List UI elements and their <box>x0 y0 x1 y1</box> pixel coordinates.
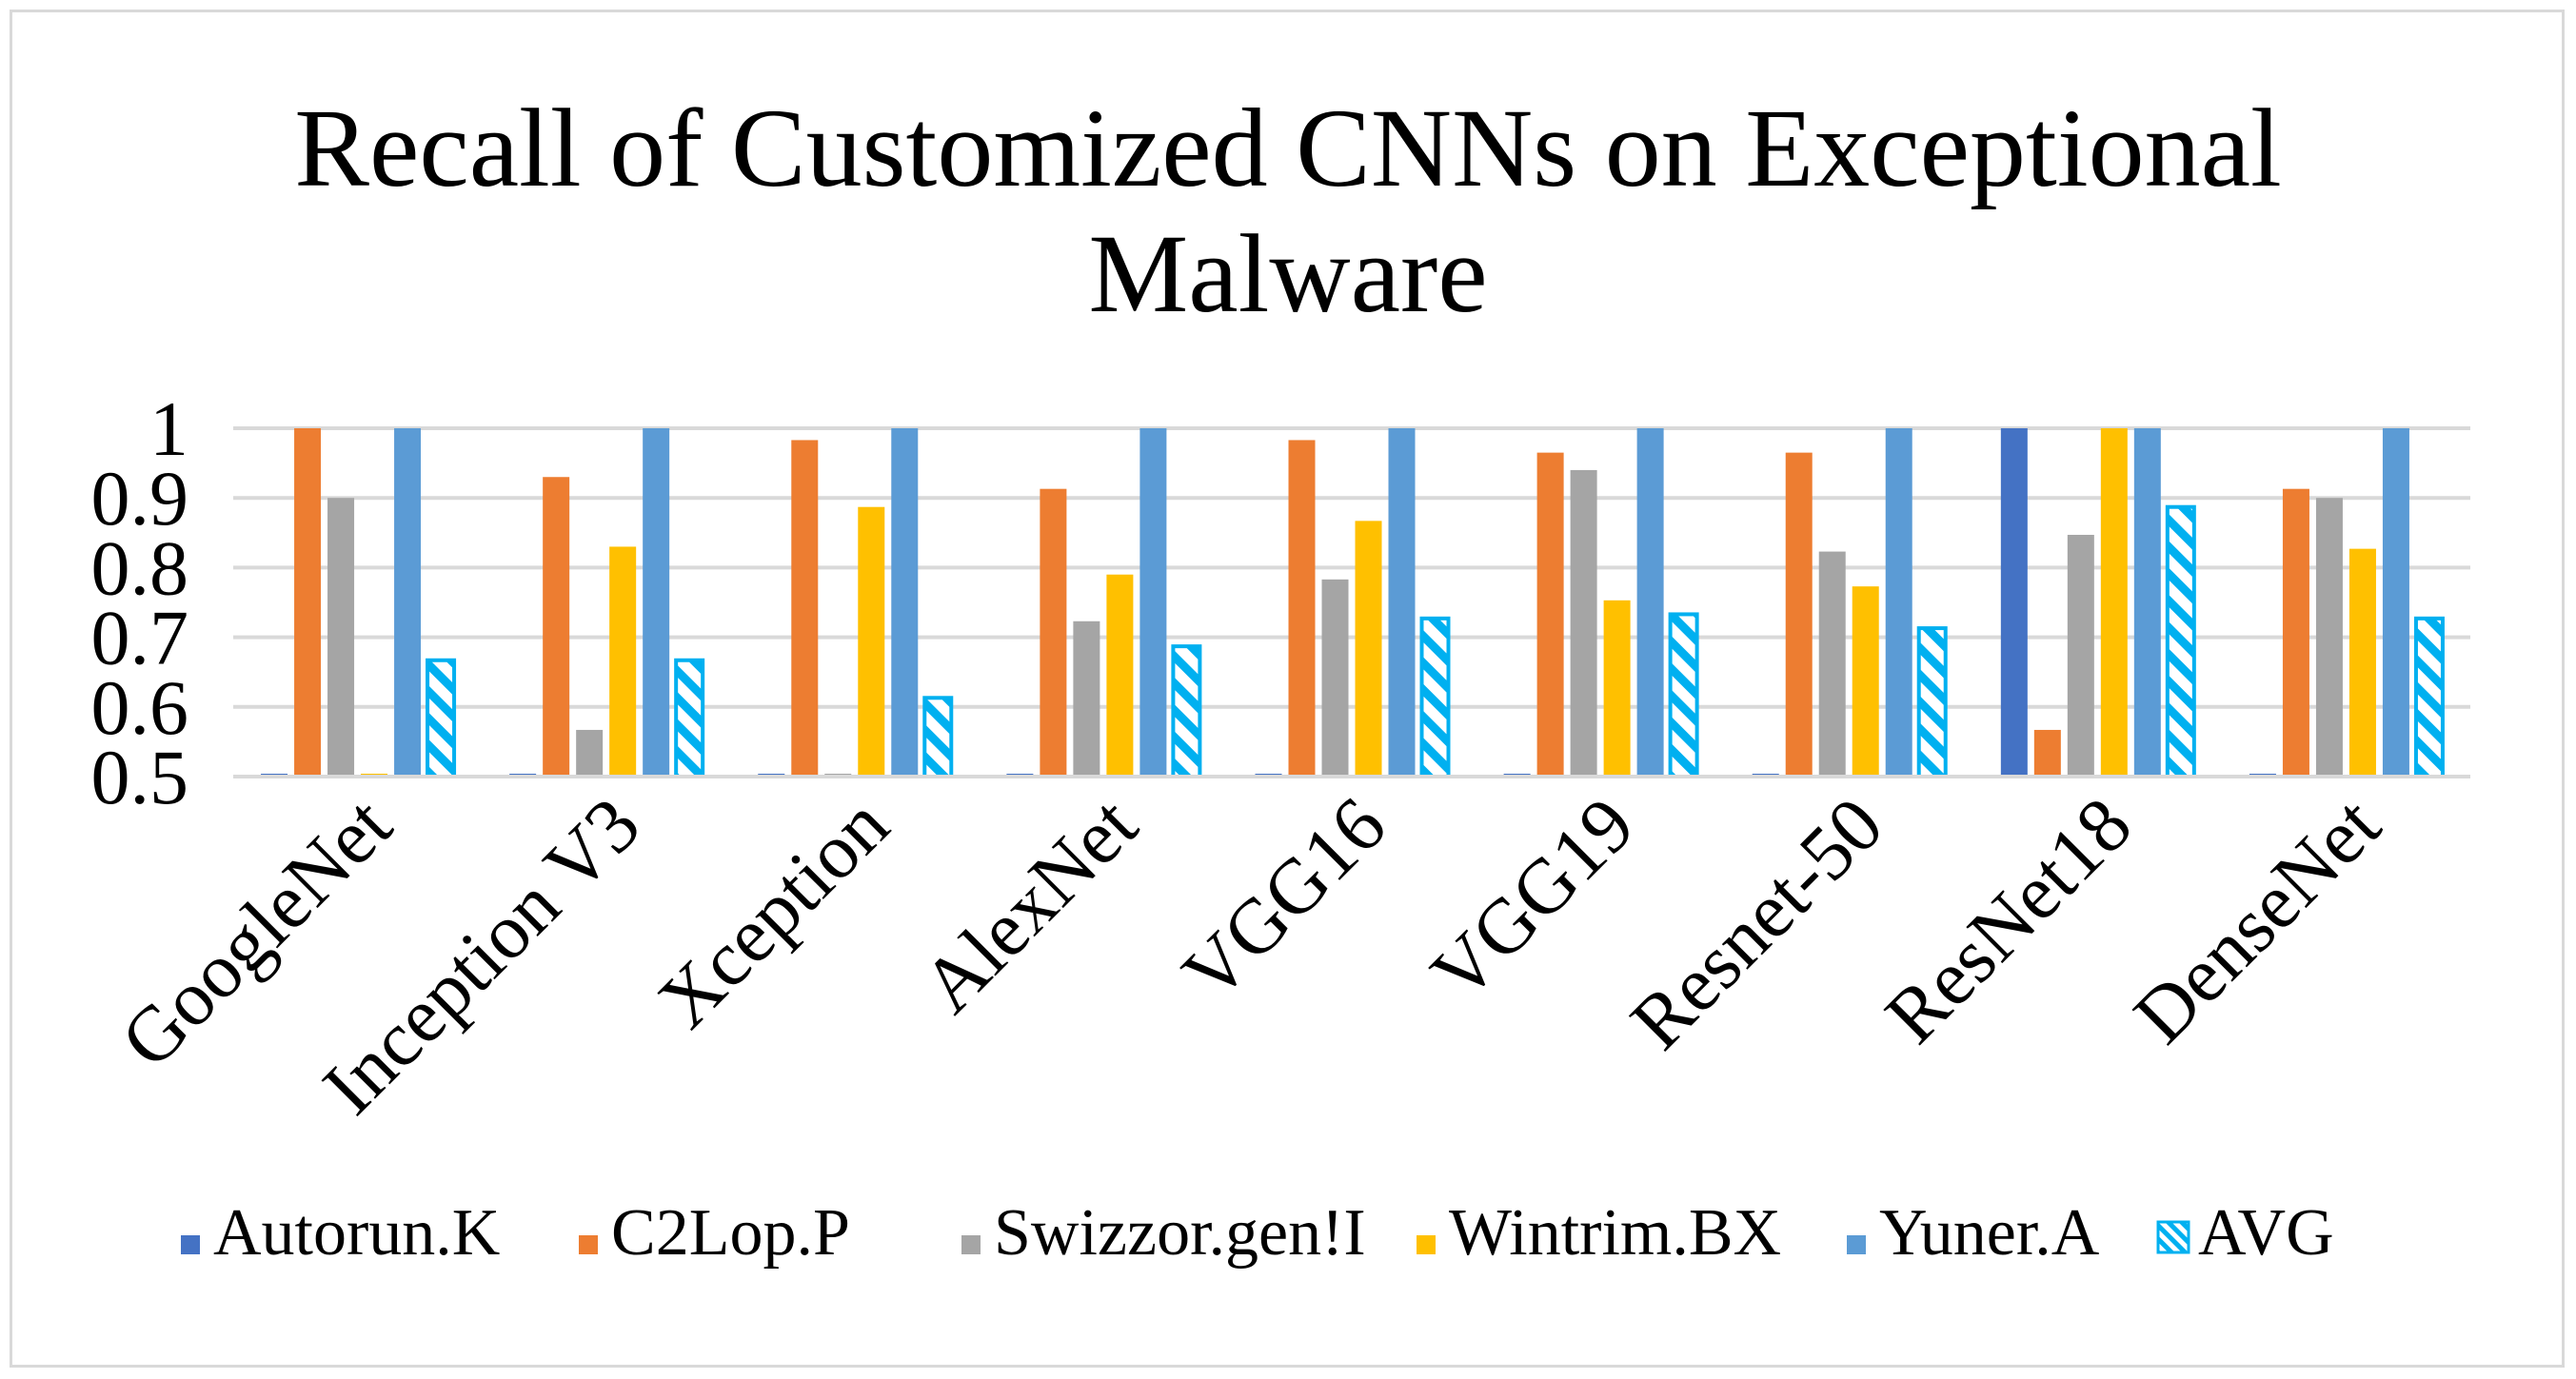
bar-yuner-a-xception <box>891 428 919 777</box>
legend-swatch <box>1417 1235 1436 1254</box>
y-tick-label: 1 <box>149 385 188 472</box>
legend-swatch <box>961 1235 981 1254</box>
y-tick-label: 0.8 <box>91 524 189 611</box>
chart-title-line-1: Recall of Customized CNNs on Exceptional <box>294 86 2282 210</box>
bar-avg-xception <box>922 696 954 778</box>
chart-title: Recall of Customized CNNs on Exceptional… <box>0 86 2576 337</box>
legend-swatch <box>181 1235 200 1254</box>
legend-label: Yuner.A <box>1879 1196 2100 1270</box>
x-category-label: Resnet-50 <box>1615 780 1899 1065</box>
bar-avg-inception-v3 <box>674 658 705 778</box>
legend-label: Autorun.K <box>213 1196 500 1270</box>
x-category-label: VGG16 <box>1166 780 1402 1016</box>
bars <box>261 428 2445 779</box>
x-category-label: Xception <box>642 780 905 1044</box>
bar-c2lop-p-resnet18 <box>2033 729 2061 777</box>
bar-swizzor-gen-i-vgg19 <box>1570 469 1597 777</box>
bar-wintrim-bx-vgg16 <box>1355 521 1382 777</box>
bar-wintrim-bx-resnet18 <box>2100 428 2128 777</box>
bar-c2lop-p-densenet <box>2282 488 2309 777</box>
legend-swatch <box>579 1235 598 1254</box>
chart-title-line-2: Malware <box>1088 211 1488 336</box>
bar-c2lop-p-resnet-50 <box>1785 452 1813 777</box>
y-axis: 0.50.60.70.80.91 <box>91 385 189 820</box>
bar-c2lop-p-inception-v3 <box>543 477 570 777</box>
legend-label: Swizzor.gen!I <box>994 1196 1366 1270</box>
bar-swizzor-gen-i-alexnet <box>1073 621 1100 777</box>
bar-swizzor-gen-i-resnet18 <box>2067 534 2094 777</box>
bar-wintrim-bx-alexnet <box>1106 574 1134 777</box>
bar-c2lop-p-googlenet <box>294 428 322 777</box>
y-tick-label: 0.6 <box>91 664 189 751</box>
bar-yuner-a-alexnet <box>1139 428 1167 777</box>
bar-c2lop-p-vgg19 <box>1536 452 1564 777</box>
bar-avg-alexnet <box>1171 644 1202 779</box>
x-category-label: AlexNet <box>905 780 1154 1029</box>
bar-avg-resnet-50 <box>1916 626 1948 778</box>
x-category-label: DenseNet <box>2117 780 2396 1059</box>
bar-yuner-a-resnet18 <box>2133 428 2161 777</box>
bar-wintrim-bx-vgg19 <box>1603 600 1631 777</box>
bar-yuner-a-googlenet <box>394 428 422 777</box>
bar-swizzor-gen-i-googlenet <box>327 498 355 777</box>
bar-wintrim-bx-inception-v3 <box>609 546 637 777</box>
y-tick-label: 0.9 <box>91 455 189 542</box>
bar-avg-resnet18 <box>2165 504 2196 778</box>
y-tick-label: 0.7 <box>91 595 189 681</box>
bar-avg-vgg16 <box>1419 616 1451 778</box>
bar-c2lop-p-vgg16 <box>1288 440 1316 777</box>
legend-swatch <box>2156 1220 2190 1254</box>
bar-swizzor-gen-i-inception-v3 <box>576 729 604 777</box>
legend-label: AVG <box>2198 1196 2334 1270</box>
legend-swatch <box>1847 1235 1866 1254</box>
bar-wintrim-bx-densenet <box>2348 548 2376 777</box>
bar-avg-googlenet <box>426 658 457 778</box>
bar-swizzor-gen-i-resnet-50 <box>1818 551 1846 777</box>
y-tick-label: 0.5 <box>91 734 189 820</box>
x-category-label: ResNet18 <box>1869 780 2148 1059</box>
bar-yuner-a-vgg19 <box>1636 428 1664 777</box>
legend: Autorun.K C2Lop.P Swizzor.gen!I Wintrim.BX Y… <box>181 1196 2334 1270</box>
bar-swizzor-gen-i-densenet <box>2315 498 2343 777</box>
bar-autorun-k-resnet18 <box>2000 428 2028 777</box>
bar-avg-densenet <box>2413 616 2445 778</box>
x-category-label: VGG19 <box>1415 780 1651 1016</box>
bar-c2lop-p-xception <box>791 440 819 777</box>
bar-avg-vgg19 <box>1668 612 1699 778</box>
bar-yuner-a-densenet <box>2382 428 2409 777</box>
legend-label: Wintrim.BX <box>1449 1196 1781 1270</box>
bar-swizzor-gen-i-vgg16 <box>1321 579 1349 777</box>
bar-yuner-a-resnet-50 <box>1885 428 1912 777</box>
bar-wintrim-bx-xception <box>858 506 885 777</box>
legend-label: C2Lop.P <box>611 1196 850 1270</box>
bar-yuner-a-vgg16 <box>1388 428 1416 777</box>
bar-wintrim-bx-resnet-50 <box>1852 586 1879 777</box>
bar-c2lop-p-alexnet <box>1040 488 1067 777</box>
bar-yuner-a-inception-v3 <box>643 428 670 777</box>
